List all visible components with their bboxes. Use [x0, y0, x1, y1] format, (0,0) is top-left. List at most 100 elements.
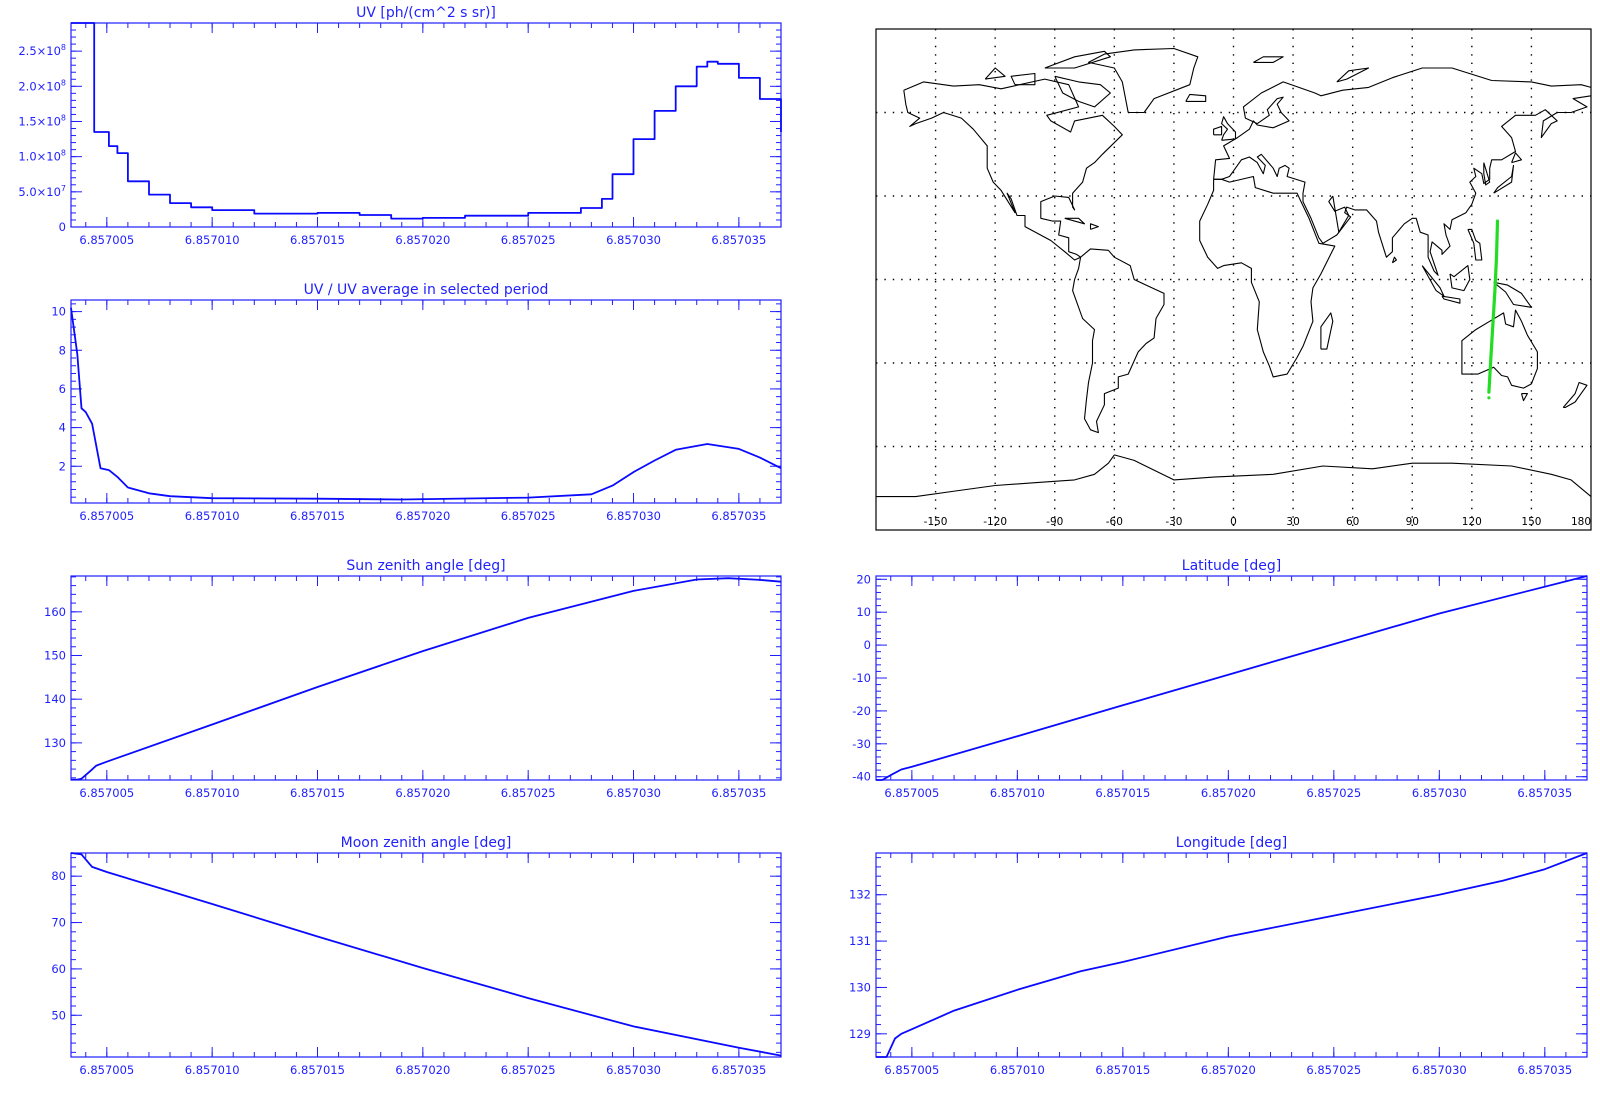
x-tick-label: 6.857020 — [395, 509, 450, 523]
series-line-latitude — [876, 575, 1588, 781]
y-tick-label: 20 — [856, 572, 871, 586]
coastline — [1010, 72, 1036, 86]
x-tick-label: 6.857015 — [1095, 786, 1150, 800]
map-lon-label: -60 — [1106, 516, 1123, 528]
y-tick-label: 140 — [44, 692, 66, 706]
coastline — [1221, 116, 1237, 141]
map-lon-label: 90 — [1406, 516, 1419, 528]
x-tick-label: 6.857035 — [711, 1063, 766, 1077]
y-tick-label: 50 — [51, 1008, 66, 1022]
x-tick-label: 6.857005 — [884, 786, 939, 800]
x-tick-label: 6.857035 — [711, 786, 766, 800]
coastline — [1493, 164, 1515, 194]
coastline — [876, 454, 1115, 498]
y-tick-label: 130 — [849, 980, 871, 994]
x-tick-label: 6.857015 — [290, 233, 345, 247]
x-tick-label: 6.857005 — [79, 1063, 134, 1077]
panel-title: UV / UV average in selected period — [304, 282, 549, 298]
x-tick-label: 6.857015 — [290, 1063, 345, 1077]
coastline — [1213, 67, 1592, 180]
panel-sun-zenith: Sun zenith angle [deg] 6.857005 6.857010 6.… — [44, 558, 782, 800]
map-lon-label: 120 — [1462, 516, 1482, 528]
coastline — [1185, 93, 1207, 102]
y-tick-label: 80 — [51, 869, 66, 883]
map-frame — [875, 28, 1592, 531]
x-tick-label: 6.857010 — [990, 1063, 1045, 1077]
panel-title: Longitude [deg] — [1176, 835, 1287, 851]
series-line-sun-zenith — [71, 577, 782, 781]
x-tick-label: 6.857035 — [1517, 1063, 1572, 1077]
y-tick-label: 4 — [59, 421, 66, 435]
map-lon-label: 150 — [1521, 516, 1541, 528]
map-lon-label: -120 — [983, 516, 1007, 528]
panel-title: Moon zenith angle [deg] — [341, 835, 512, 851]
y-tick-label: 2 — [59, 459, 66, 473]
panel-title: UV [ph/(cm^2 s sr)] — [356, 5, 496, 21]
coastline — [1054, 75, 1111, 108]
series-line-longitude — [876, 852, 1588, 1058]
map-lon-label: 60 — [1346, 516, 1359, 528]
plot-frame — [70, 852, 782, 1058]
world-map: -150 -120 -90 -60 -30 0 30 60 90 120 150 180 — [875, 28, 1592, 531]
x-tick-label: 6.857015 — [290, 786, 345, 800]
x-tick-label: 6.857005 — [79, 233, 134, 247]
x-tick-label: 6.857020 — [395, 1063, 450, 1077]
y-tick-label: 129 — [849, 1027, 871, 1041]
coastline — [1213, 95, 1592, 276]
track-start-point — [1487, 396, 1491, 400]
y-tick-label: -40 — [852, 770, 871, 784]
panel-uv-ratio: UV / UV average in selected period 6.8570… — [51, 282, 782, 523]
y-tick-label: 130 — [44, 736, 66, 750]
x-tick-label: 6.857025 — [501, 509, 556, 523]
map-lon-label: -150 — [924, 516, 948, 528]
panel-moon-zenith: Moon zenith angle [deg] 6.857005 6.857010 6… — [51, 835, 782, 1077]
x-tick-label: 6.857025 — [1306, 1063, 1361, 1077]
coastline — [1493, 281, 1532, 308]
coastline — [1087, 47, 1199, 114]
coastline — [1449, 265, 1471, 292]
x-tick-label: 6.857005 — [79, 509, 134, 523]
x-tick-label: 6.857030 — [1412, 786, 1467, 800]
y-tick-label: 2.0×108 — [18, 78, 66, 93]
y-tick-label: -20 — [852, 704, 871, 718]
coastline — [1199, 175, 1336, 378]
y-tick-label: 10 — [856, 605, 871, 619]
plot-frame — [875, 575, 1588, 781]
coastline — [1044, 50, 1111, 69]
x-tick-label: 6.857025 — [501, 1063, 556, 1077]
y-tick-label: 5.0×107 — [18, 184, 66, 199]
coastline — [1089, 223, 1099, 230]
y-tick-label: 160 — [44, 605, 66, 619]
coastline — [1511, 152, 1523, 164]
x-tick-label: 6.857010 — [185, 509, 240, 523]
x-tick-label: 6.857015 — [1095, 1063, 1150, 1077]
y-tick-label: 1.5×108 — [18, 113, 66, 128]
y-tick-label: 6 — [59, 382, 66, 396]
plot-frame — [875, 852, 1588, 1058]
panel-title: Latitude [deg] — [1182, 558, 1281, 574]
y-tick-label: 131 — [849, 934, 871, 948]
map-lon-label: -90 — [1046, 516, 1063, 528]
coastline — [1328, 195, 1350, 233]
y-tick-label: 8 — [59, 343, 66, 357]
x-tick-label: 6.857010 — [185, 1063, 240, 1077]
map-lon-label: -30 — [1165, 516, 1182, 528]
coastline — [1253, 56, 1284, 63]
x-tick-label: 6.857030 — [606, 233, 661, 247]
coastline — [1520, 393, 1528, 402]
panel-title: Sun zenith angle [deg] — [346, 558, 505, 574]
y-tick-label: 132 — [849, 888, 871, 902]
y-tick-label: 1.0×108 — [18, 149, 66, 164]
coastline — [1336, 67, 1370, 83]
y-tick-label: 10 — [51, 305, 66, 319]
map-lon-label: 30 — [1286, 516, 1299, 528]
coastline — [1064, 217, 1086, 225]
plot-frame — [70, 22, 782, 228]
series-line-moon-zenith — [70, 852, 782, 1057]
coastline — [1213, 125, 1223, 136]
x-tick-label: 6.857020 — [395, 786, 450, 800]
y-tick-label: 2.5×108 — [18, 43, 66, 58]
y-tick-label: -30 — [852, 737, 871, 751]
x-tick-label: 6.857035 — [711, 233, 766, 247]
